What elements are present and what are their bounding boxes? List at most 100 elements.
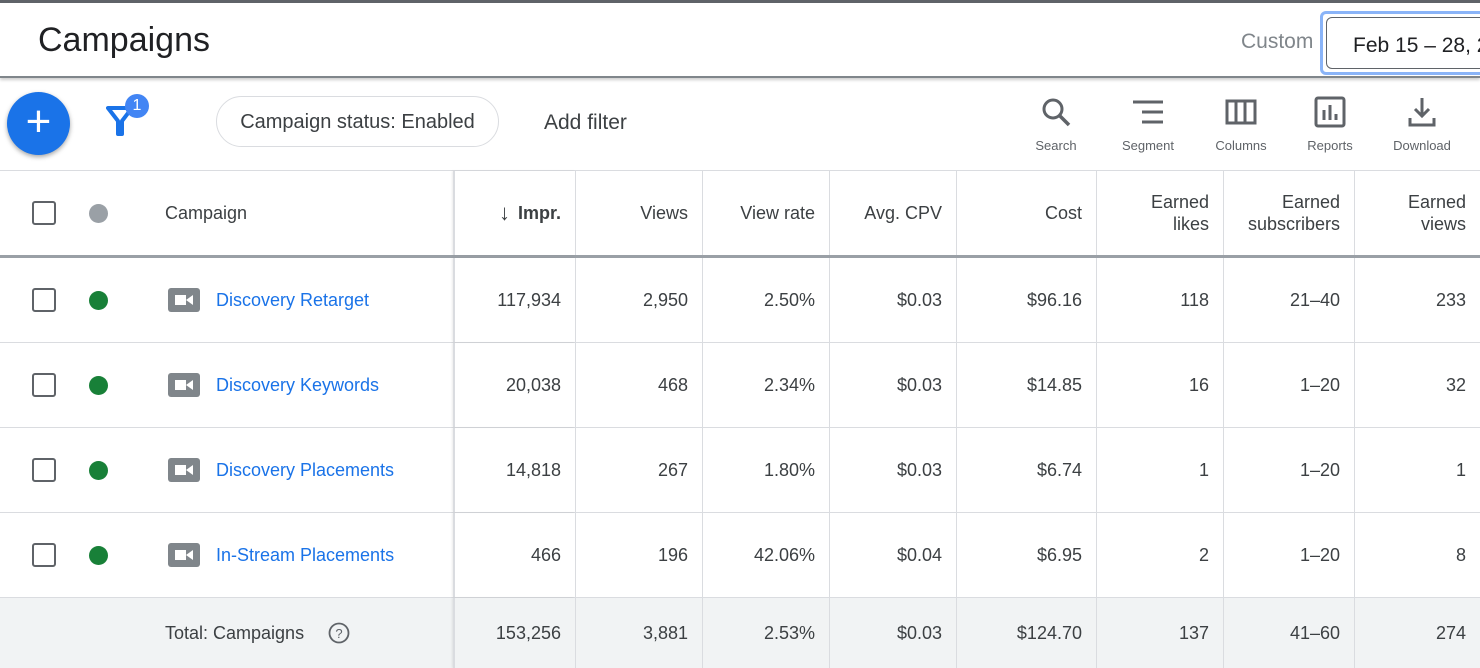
table-row: Discovery Placements 14,818 267 1.80% $0.03 $… bbox=[0, 428, 1480, 513]
video-campaign-icon bbox=[168, 373, 200, 397]
table-row: Discovery Keywords 20,038 468 2.34% $0.03 $14… bbox=[0, 343, 1480, 428]
status-enabled-icon[interactable] bbox=[89, 290, 108, 310]
cell-cost: $14.85 bbox=[956, 343, 1096, 427]
cell-views: 196 bbox=[575, 513, 702, 597]
download-label: Download bbox=[1393, 138, 1451, 153]
cell-likes: 2 bbox=[1096, 513, 1223, 597]
download-button[interactable]: Download bbox=[1377, 96, 1467, 153]
video-campaign-icon bbox=[168, 543, 200, 567]
create-button[interactable]: + bbox=[7, 92, 70, 155]
cell-impr: 153,256 bbox=[453, 598, 575, 668]
row-checkbox[interactable] bbox=[32, 458, 56, 482]
cell-views: 2,950 bbox=[575, 258, 702, 342]
cell-eviews: 32 bbox=[1354, 343, 1480, 427]
row-checkbox[interactable] bbox=[32, 373, 56, 397]
download-icon bbox=[1408, 98, 1436, 127]
video-campaign-icon bbox=[168, 458, 200, 482]
columns-icon bbox=[1225, 99, 1257, 125]
header-earned-subscribers[interactable]: Earned subscribers bbox=[1223, 171, 1354, 255]
cell-cost: $124.70 bbox=[956, 598, 1096, 668]
cell-eviews: 233 bbox=[1354, 258, 1480, 342]
cell-rate: 2.53% bbox=[702, 598, 829, 668]
reports-button[interactable]: Reports bbox=[1285, 96, 1375, 153]
date-range-picker[interactable]: Feb 15 – 28, 2 bbox=[1320, 11, 1480, 75]
cell-rate: 2.34% bbox=[702, 343, 829, 427]
cell-subs: 41–60 bbox=[1223, 598, 1354, 668]
cell-cost: $6.95 bbox=[956, 513, 1096, 597]
status-enabled-icon[interactable] bbox=[89, 545, 108, 565]
sort-down-arrow-icon: ↓ bbox=[498, 200, 510, 225]
campaign-link[interactable]: In-Stream Placements bbox=[216, 544, 395, 565]
cell-eviews: 1 bbox=[1354, 428, 1480, 512]
table-row: In-Stream Placements 466 196 42.06% $0.04 $6.… bbox=[0, 513, 1480, 598]
cell-eviews: 274 bbox=[1354, 598, 1480, 668]
total-label: Total: Campaigns bbox=[165, 622, 305, 643]
segment-button[interactable]: Segment bbox=[1103, 96, 1193, 153]
status-header-icon bbox=[89, 203, 108, 223]
columns-label: Columns bbox=[1215, 138, 1267, 153]
reports-label: Reports bbox=[1307, 138, 1353, 153]
total-row: Total: Campaigns? 153,256 3,881 2.53% $0.03 $… bbox=[0, 598, 1480, 668]
cell-impr: 20,038 bbox=[453, 343, 575, 427]
campaigns-table: Campaign ↓ Impr. Views View rate Avg. CPV… bbox=[0, 170, 1480, 668]
cell-likes: 137 bbox=[1096, 598, 1223, 668]
campaign-link[interactable]: Discovery Retarget bbox=[216, 289, 370, 310]
cell-subs: 1–20 bbox=[1223, 343, 1354, 427]
cell-impr: 466 bbox=[453, 513, 575, 597]
cell-subs: 21–40 bbox=[1223, 258, 1354, 342]
cell-likes: 118 bbox=[1096, 258, 1223, 342]
date-range-label: Custom bbox=[1241, 30, 1314, 53]
cell-eviews: 8 bbox=[1354, 513, 1480, 597]
cell-cpv: $0.03 bbox=[829, 598, 956, 668]
cell-likes: 16 bbox=[1096, 343, 1223, 427]
filter-chip-campaign-status[interactable]: Campaign status: Enabled bbox=[216, 96, 499, 147]
columns-button[interactable]: Columns bbox=[1196, 96, 1286, 153]
filter-count-badge: 1 bbox=[125, 94, 149, 118]
status-enabled-icon[interactable] bbox=[89, 375, 108, 395]
svg-text:?: ? bbox=[335, 626, 342, 641]
header-view-rate[interactable]: View rate bbox=[702, 171, 829, 255]
cell-cpv: $0.03 bbox=[829, 343, 956, 427]
cell-rate: 1.80% bbox=[702, 428, 829, 512]
cell-impr: 14,818 bbox=[453, 428, 575, 512]
select-all-checkbox[interactable] bbox=[32, 201, 56, 225]
campaign-link[interactable]: Discovery Keywords bbox=[216, 374, 380, 395]
header-earned-views[interactable]: Earned views bbox=[1354, 171, 1480, 255]
cell-views: 468 bbox=[575, 343, 702, 427]
date-range-value: Feb 15 – 28, 2 bbox=[1326, 17, 1480, 69]
page-header: Campaigns Custom Feb 15 – 28, 2 bbox=[0, 0, 1480, 78]
header-views[interactable]: Views bbox=[575, 171, 702, 255]
add-filter-button[interactable]: Add filter bbox=[544, 111, 627, 134]
header-campaign[interactable]: Campaign bbox=[165, 203, 248, 223]
video-campaign-icon bbox=[168, 288, 200, 312]
cell-subs: 1–20 bbox=[1223, 428, 1354, 512]
cell-cpv: $0.03 bbox=[829, 428, 956, 512]
header-cost[interactable]: Cost bbox=[956, 171, 1096, 255]
reports-icon bbox=[1314, 96, 1346, 128]
search-label: Search bbox=[1035, 138, 1077, 153]
cell-rate: 2.50% bbox=[702, 258, 829, 342]
row-checkbox[interactable] bbox=[32, 543, 56, 567]
cell-cpv: $0.03 bbox=[829, 258, 956, 342]
search-icon bbox=[1042, 98, 1071, 127]
header-earned-likes[interactable]: Earned likes bbox=[1096, 171, 1223, 255]
header-impr[interactable]: ↓ Impr. bbox=[453, 171, 575, 255]
cell-impr: 117,934 bbox=[453, 258, 575, 342]
cell-rate: 42.06% bbox=[702, 513, 829, 597]
table-row: Discovery Retarget 117,934 2,950 2.50% $0.03… bbox=[0, 258, 1480, 343]
help-icon[interactable]: ? bbox=[328, 622, 350, 644]
header-avg-cpv[interactable]: Avg. CPV bbox=[829, 171, 956, 255]
campaign-link[interactable]: Discovery Placements bbox=[216, 459, 395, 480]
row-checkbox[interactable] bbox=[32, 288, 56, 312]
cell-cost: $96.16 bbox=[956, 258, 1096, 342]
page-title: Campaigns bbox=[38, 21, 210, 59]
table-header-row: Campaign ↓ Impr. Views View rate Avg. CPV… bbox=[0, 171, 1480, 258]
status-enabled-icon[interactable] bbox=[89, 460, 108, 480]
cell-cpv: $0.04 bbox=[829, 513, 956, 597]
search-button[interactable]: Search bbox=[1011, 96, 1101, 153]
segment-icon bbox=[1133, 100, 1163, 124]
segment-label: Segment bbox=[1121, 138, 1175, 153]
cell-views: 267 bbox=[575, 428, 702, 512]
cell-views: 3,881 bbox=[575, 598, 702, 668]
cell-likes: 1 bbox=[1096, 428, 1223, 512]
